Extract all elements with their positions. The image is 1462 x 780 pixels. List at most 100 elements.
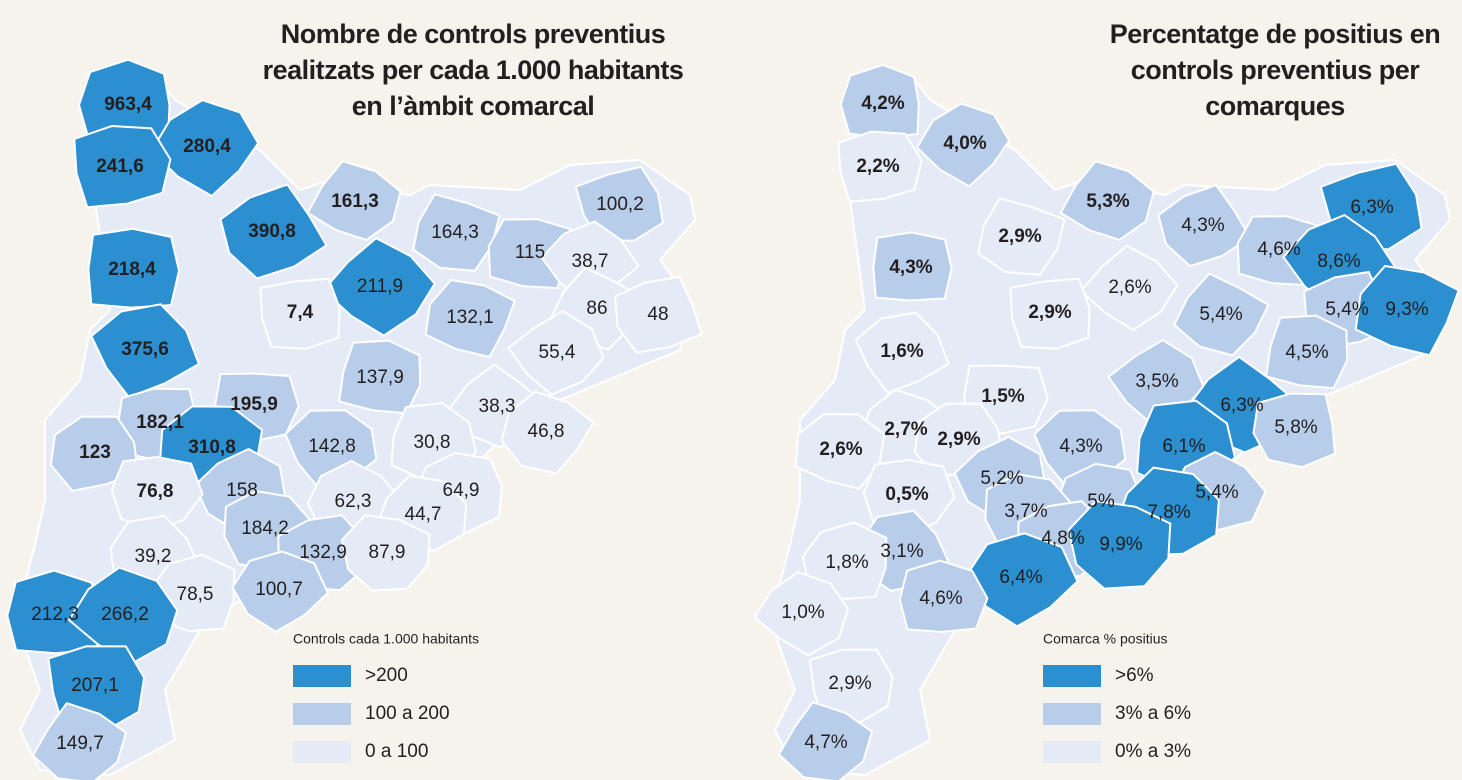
region-label: 86 [586,298,607,319]
region-label: 218,4 [108,259,156,280]
region-label: 241,6 [96,156,144,177]
region-label: 4,6% [919,588,962,609]
region-label: 44,7 [405,504,442,525]
region-label: 212,3 [31,604,79,625]
legend-swatch [1043,703,1101,725]
legend-label: >6% [1115,665,1154,686]
legend-swatch [293,703,351,725]
region-label: 4,5% [1285,342,1328,363]
region-label: 5,3% [1086,191,1129,212]
region-label: 1,6% [880,341,923,362]
region-label: 5,4% [1195,482,1238,503]
legend-title: Comarca % positius [1043,631,1168,647]
region-label: 9,3% [1385,299,1428,320]
region-label: 310,8 [188,437,236,458]
region-label: 4,0% [943,133,986,154]
region-label: 3,1% [880,541,923,562]
region-label: 375,6 [121,339,169,360]
region-label: 2,6% [1108,277,1151,298]
region-label: 149,7 [56,733,104,754]
region-label: 64,9 [443,480,480,501]
region-label: 100,2 [596,194,644,215]
region-label: 5,4% [1199,304,1242,325]
region-label: 280,4 [183,136,231,157]
region-label: 30,8 [414,432,451,453]
map-title: realitzats per cada 1.000 habitants [263,55,684,85]
region-label: 4,3% [889,257,932,278]
region-label: 132,1 [446,307,494,328]
region-label: 6,4% [999,567,1042,588]
region-label: 2,2% [856,156,899,177]
legend-label: 3% a 6% [1115,703,1191,724]
region-label: 2,6% [819,439,862,460]
region-label: 48 [647,304,668,325]
legend-swatch [293,741,351,763]
region-label: 161,3 [331,191,379,212]
region-label: 55,4 [539,342,576,363]
map-title: comarques [1205,91,1345,121]
region-label: 1,8% [825,552,868,573]
legend-swatch [1043,665,1101,687]
region-label: 137,9 [356,367,404,388]
region-label: 2,7% [884,419,927,440]
region-label: 5,8% [1274,417,1317,438]
region-label: 4,2% [861,93,904,114]
region-label: 158 [226,480,258,501]
region-label: 963,4 [104,94,152,115]
region-label: 1,0% [781,602,824,623]
region-label: 0,5% [885,484,928,505]
region-label: 38,7 [572,251,609,272]
region-label: 207,1 [71,675,119,696]
legend-swatch [293,665,351,687]
map-title: Nombre de controls preventius [281,19,666,49]
region-label: 195,9 [230,394,278,415]
region-label: 4,8% [1041,528,1084,549]
region-label: 7,4 [287,302,314,323]
region-label: 266,2 [101,604,149,625]
region-label: 4,7% [804,732,847,753]
region-label: 3,7% [1004,501,1047,522]
maps-page: 963,4 280,4 241,6 161,3 100,2 164,3 390,8 115 38… [0,0,1462,780]
region-label: 1,5% [981,386,1024,407]
region-label: 6,1% [1162,436,1205,457]
region-label: 9,9% [1099,534,1142,555]
region-label: 39,2 [135,546,172,567]
legend-label: 0% a 3% [1115,741,1191,762]
region-label: 211,9 [357,276,403,297]
region-label: 2,9% [998,226,1041,247]
region-label: 76,8 [137,481,174,502]
region-label: 2,9% [828,673,871,694]
region-label: 78,5 [177,584,214,605]
region-label: 7,8% [1147,502,1190,523]
region-label: 2,9% [1028,302,1071,323]
region-label: 46,8 [528,421,565,442]
legend-label: 0 a 100 [365,741,428,762]
region-label: 3,5% [1135,371,1178,392]
region-label: 100,7 [255,579,303,600]
legend-title: Controls cada 1.000 habitants [293,631,479,647]
region-label: 5,2% [980,468,1023,489]
map-title: en l’àmbit comarcal [352,91,595,121]
region-label: 8,6% [1317,251,1360,272]
map-title: controls preventius per [1131,55,1421,85]
region-label: 4,3% [1181,215,1224,236]
region-label: 62,3 [335,491,372,512]
map-title: Percentatge de positius en [1110,19,1441,49]
region-label: 38,3 [479,396,516,417]
region-label: 6,3% [1220,395,1263,416]
region-label: 142,8 [308,436,356,457]
region-label: 123 [79,442,111,463]
region-label: 5% [1087,491,1115,512]
legend-swatch [1043,741,1101,763]
region-label: 2,9% [937,429,980,450]
region-label: 5,4% [1325,299,1368,320]
region-label: 390,8 [248,221,296,242]
region-label: 132,9 [299,542,347,563]
legend-label: >200 [365,665,408,686]
region-label: 6,3% [1350,197,1393,218]
region-label: 164,3 [431,222,479,243]
region-label: 182,1 [136,412,184,433]
region-label: 184,2 [241,518,289,539]
region-label: 87,9 [369,542,406,563]
region-label: 115 [515,242,545,263]
